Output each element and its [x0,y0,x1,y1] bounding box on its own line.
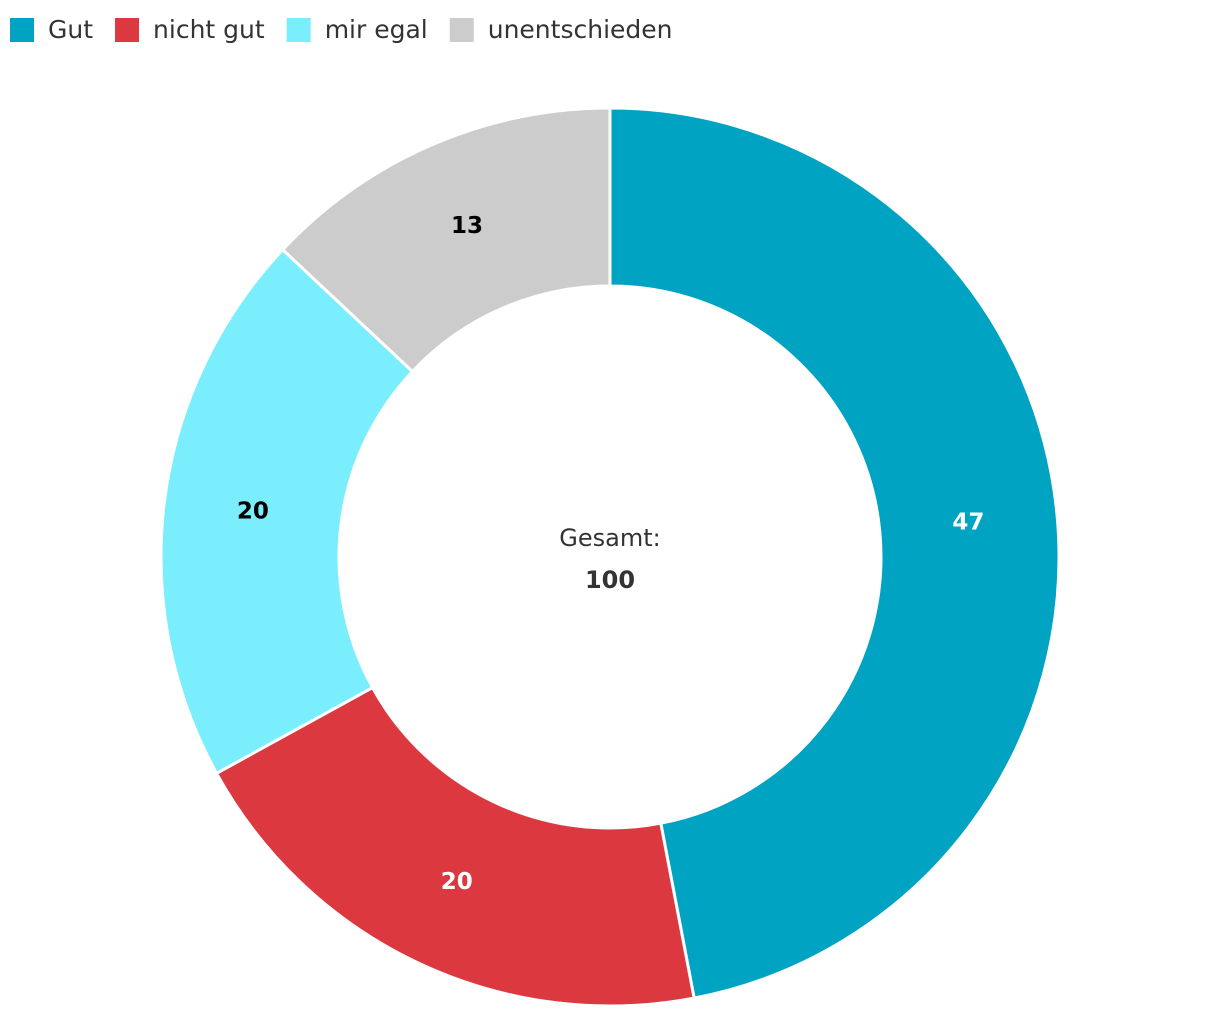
value-label: 47 [952,510,984,536]
donut-slice [214,685,696,1008]
donut-slice [280,106,612,374]
donut-slice [608,106,1061,1000]
donut-slice [159,247,415,776]
center-label: Gesamt: [559,524,660,552]
center-total: 100 [585,566,635,594]
value-label: 20 [441,869,473,895]
legend-label: mir egal [325,15,428,44]
value-label: 13 [451,213,483,239]
legend-label: nicht gut [153,15,265,44]
legend-swatch [115,18,140,42]
legend-swatch [286,18,311,42]
legend-swatch [449,18,474,42]
legend-label: unentschieden [488,15,673,44]
legend-swatch [10,18,34,42]
value-label: 20 [237,498,269,524]
legend-label: Gut [48,15,93,44]
